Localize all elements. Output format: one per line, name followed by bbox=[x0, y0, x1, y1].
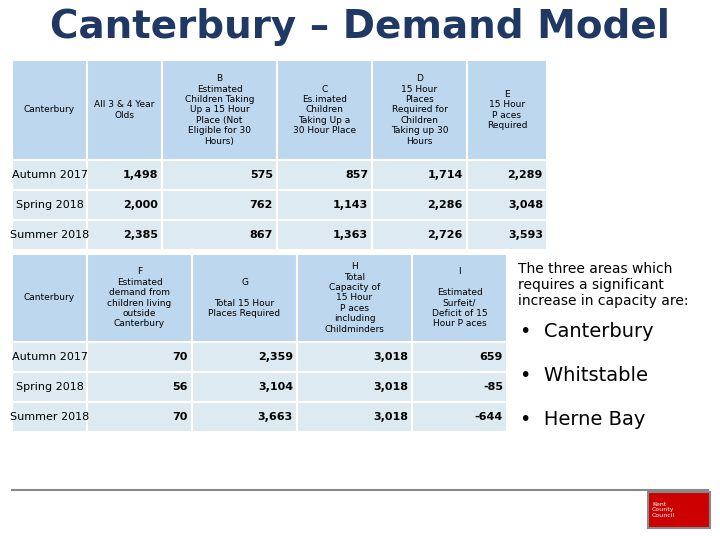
Text: Canterbury: Canterbury bbox=[24, 105, 75, 114]
Text: Canterbury: Canterbury bbox=[24, 294, 75, 302]
Text: Spring 2018: Spring 2018 bbox=[16, 382, 84, 392]
Text: 867: 867 bbox=[250, 230, 273, 240]
FancyBboxPatch shape bbox=[412, 342, 507, 372]
FancyBboxPatch shape bbox=[297, 372, 412, 402]
FancyBboxPatch shape bbox=[192, 342, 297, 372]
Text: 2,359: 2,359 bbox=[258, 352, 293, 362]
FancyBboxPatch shape bbox=[277, 160, 372, 190]
Text: F
Estimated
demand from
children living
outside
Canterbury: F Estimated demand from children living … bbox=[107, 267, 171, 328]
FancyBboxPatch shape bbox=[467, 220, 547, 250]
FancyBboxPatch shape bbox=[12, 402, 87, 432]
Text: -644: -644 bbox=[474, 412, 503, 422]
Text: 2,000: 2,000 bbox=[123, 200, 158, 210]
FancyBboxPatch shape bbox=[648, 492, 710, 528]
FancyBboxPatch shape bbox=[87, 342, 192, 372]
Text: H
Total
Capacity of
15 Hour
P aces
including
Childminders: H Total Capacity of 15 Hour P aces inclu… bbox=[325, 262, 384, 334]
Text: Kent
County
Council: Kent County Council bbox=[652, 502, 675, 518]
Text: 3,593: 3,593 bbox=[508, 230, 543, 240]
Text: Summer 2018: Summer 2018 bbox=[10, 412, 89, 422]
FancyBboxPatch shape bbox=[162, 190, 277, 220]
FancyBboxPatch shape bbox=[192, 254, 297, 342]
FancyBboxPatch shape bbox=[467, 160, 547, 190]
Text: 3,018: 3,018 bbox=[373, 382, 408, 392]
Text: 1,498: 1,498 bbox=[122, 170, 158, 180]
FancyBboxPatch shape bbox=[12, 160, 87, 190]
Text: 2,726: 2,726 bbox=[428, 230, 463, 240]
FancyBboxPatch shape bbox=[372, 220, 467, 250]
Text: All 3 & 4 Year
Olds: All 3 & 4 Year Olds bbox=[94, 100, 155, 120]
FancyBboxPatch shape bbox=[467, 60, 547, 160]
FancyBboxPatch shape bbox=[277, 60, 372, 160]
FancyBboxPatch shape bbox=[297, 254, 412, 342]
FancyBboxPatch shape bbox=[372, 190, 467, 220]
FancyBboxPatch shape bbox=[192, 372, 297, 402]
Text: 3,018: 3,018 bbox=[373, 352, 408, 362]
Text: B
Estimated
Children Taking
Up a 15 Hour
Place (Not
Eligible for 30
Hours): B Estimated Children Taking Up a 15 Hour… bbox=[185, 75, 254, 146]
FancyBboxPatch shape bbox=[372, 60, 467, 160]
FancyBboxPatch shape bbox=[12, 372, 87, 402]
FancyBboxPatch shape bbox=[87, 254, 192, 342]
FancyBboxPatch shape bbox=[412, 402, 507, 432]
FancyBboxPatch shape bbox=[162, 220, 277, 250]
FancyBboxPatch shape bbox=[277, 220, 372, 250]
FancyBboxPatch shape bbox=[87, 60, 162, 160]
FancyBboxPatch shape bbox=[12, 190, 87, 220]
FancyBboxPatch shape bbox=[412, 254, 507, 342]
Text: 2,385: 2,385 bbox=[123, 230, 158, 240]
Text: 56: 56 bbox=[173, 382, 188, 392]
Text: 70: 70 bbox=[173, 352, 188, 362]
Text: Autumn 2017: Autumn 2017 bbox=[12, 352, 88, 362]
Text: 575: 575 bbox=[250, 170, 273, 180]
FancyBboxPatch shape bbox=[12, 60, 87, 160]
FancyBboxPatch shape bbox=[372, 160, 467, 190]
FancyBboxPatch shape bbox=[87, 160, 162, 190]
Text: The three areas which
requires a significant
increase in capacity are:: The three areas which requires a signifi… bbox=[518, 262, 688, 308]
FancyBboxPatch shape bbox=[12, 220, 87, 250]
Text: •  Whitstable: • Whitstable bbox=[520, 366, 648, 385]
Text: E
15 Hour
P aces
Required: E 15 Hour P aces Required bbox=[487, 90, 527, 130]
Text: •  Canterbury: • Canterbury bbox=[520, 322, 654, 341]
FancyBboxPatch shape bbox=[87, 190, 162, 220]
Text: 3,104: 3,104 bbox=[258, 382, 293, 392]
Text: 2,289: 2,289 bbox=[508, 170, 543, 180]
Text: 1,363: 1,363 bbox=[333, 230, 368, 240]
Text: 3,018: 3,018 bbox=[373, 412, 408, 422]
Text: 3,663: 3,663 bbox=[258, 412, 293, 422]
FancyBboxPatch shape bbox=[277, 190, 372, 220]
FancyBboxPatch shape bbox=[412, 372, 507, 402]
Text: -85: -85 bbox=[483, 382, 503, 392]
Text: 1,143: 1,143 bbox=[333, 200, 368, 210]
Text: C
Es.imated
Children
Taking Up a
30 Hour Place: C Es.imated Children Taking Up a 30 Hour… bbox=[293, 85, 356, 136]
FancyBboxPatch shape bbox=[467, 190, 547, 220]
Text: Spring 2018: Spring 2018 bbox=[16, 200, 84, 210]
Text: Canterbury – Demand Model: Canterbury – Demand Model bbox=[50, 8, 670, 46]
Text: 70: 70 bbox=[173, 412, 188, 422]
Text: 1,714: 1,714 bbox=[428, 170, 463, 180]
FancyBboxPatch shape bbox=[162, 160, 277, 190]
FancyBboxPatch shape bbox=[192, 402, 297, 432]
Text: 3,048: 3,048 bbox=[508, 200, 543, 210]
Text: G

Total 15 Hour
Places Required: G Total 15 Hour Places Required bbox=[208, 278, 281, 318]
Text: •  Herne Bay: • Herne Bay bbox=[520, 410, 645, 429]
FancyBboxPatch shape bbox=[87, 402, 192, 432]
FancyBboxPatch shape bbox=[162, 60, 277, 160]
FancyBboxPatch shape bbox=[87, 220, 162, 250]
FancyBboxPatch shape bbox=[87, 372, 192, 402]
FancyBboxPatch shape bbox=[12, 254, 87, 342]
FancyBboxPatch shape bbox=[297, 342, 412, 372]
Text: 762: 762 bbox=[250, 200, 273, 210]
Text: I

Estimated
Surfeit/
Deficit of 15
Hour P aces: I Estimated Surfeit/ Deficit of 15 Hour … bbox=[432, 267, 487, 328]
Text: D
15 Hour
Places
Required for
Children
Taking up 30
Hours: D 15 Hour Places Required for Children T… bbox=[391, 75, 449, 146]
Text: 659: 659 bbox=[480, 352, 503, 362]
FancyBboxPatch shape bbox=[12, 342, 87, 372]
Text: 857: 857 bbox=[345, 170, 368, 180]
Text: Summer 2018: Summer 2018 bbox=[10, 230, 89, 240]
Text: Autumn 2017: Autumn 2017 bbox=[12, 170, 88, 180]
Text: 2,286: 2,286 bbox=[428, 200, 463, 210]
FancyBboxPatch shape bbox=[297, 402, 412, 432]
